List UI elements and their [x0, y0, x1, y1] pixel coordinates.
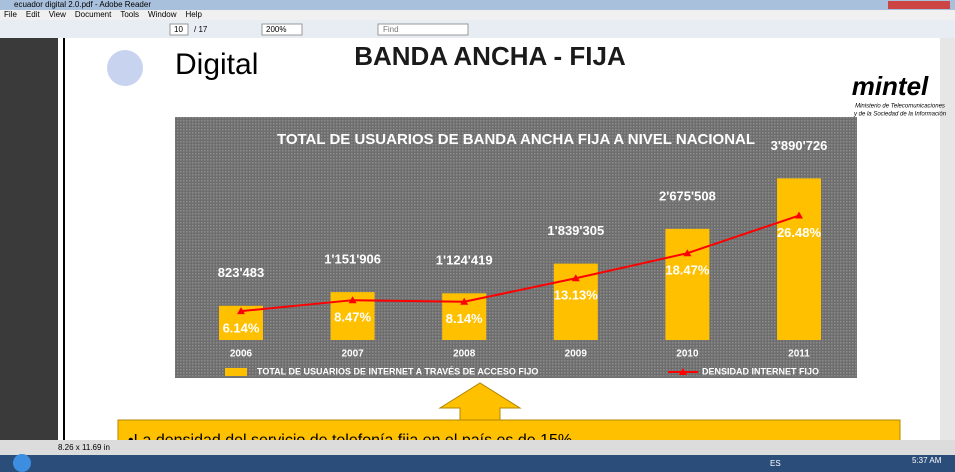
menu-item[interactable]: Tools	[120, 10, 139, 19]
start-button[interactable]	[13, 454, 31, 472]
window-controls[interactable]	[888, 1, 950, 9]
bar-label: 3'890'726	[771, 138, 828, 153]
line-label: 13.13%	[554, 288, 599, 303]
line-label: 8.14%	[446, 311, 483, 326]
x-tick-label: 2008	[453, 349, 476, 360]
brand: mintel	[852, 71, 929, 101]
line-label: 26.48%	[777, 225, 822, 240]
page: ecuador digital 2.0.pdf - Adobe Reader F…	[0, 0, 955, 472]
menu-item[interactable]: Edit	[26, 10, 41, 19]
logo-text: Digital	[175, 48, 258, 81]
legend-label: TOTAL DE USUARIOS DE INTERNET A TRAVÉS D…	[257, 366, 538, 376]
menu-item[interactable]: Window	[148, 10, 177, 19]
legend-label: DENSIDAD INTERNET FIJO	[702, 366, 819, 376]
bar-label: 823'483	[218, 265, 264, 280]
toolbar	[0, 20, 955, 38]
heading: BANDA ANCHA - FIJA	[354, 41, 626, 71]
x-tick-label: 2006	[230, 349, 253, 360]
page-count: / 17	[194, 25, 208, 34]
menu-bar	[0, 10, 955, 20]
scrollbar[interactable]	[940, 38, 955, 440]
window-title: ecuador digital 2.0.pdf - Adobe Reader	[14, 0, 151, 9]
bar-label: 1'124'419	[436, 253, 493, 268]
find: Find	[383, 25, 399, 34]
line-label: 6.14%	[223, 321, 260, 336]
status-bar	[0, 440, 955, 455]
chart-title: TOTAL DE USUARIOS DE BANDA ANCHA FIJA A …	[277, 131, 755, 148]
menu-item[interactable]: Document	[75, 10, 112, 19]
page-number: 10	[174, 25, 183, 34]
chart-area	[175, 117, 857, 378]
brand-line: y de la Sociedad de la Información	[853, 112, 947, 118]
side-panel	[0, 38, 58, 440]
screen: ecuador digital 2.0.pdf - Adobe Reader F…	[0, 0, 955, 472]
x-tick-label: 2007	[341, 349, 364, 360]
x-tick-label: 2011	[788, 349, 810, 360]
x-tick-label: 2010	[676, 349, 699, 360]
menu-item[interactable]: Help	[186, 10, 203, 19]
clock: 5:37 AM	[912, 456, 942, 465]
x-tick-label: 2009	[565, 349, 588, 360]
line-label: 8.47%	[334, 310, 371, 325]
menu-item[interactable]: View	[49, 10, 66, 19]
bar-label: 2'675'508	[659, 188, 716, 203]
language: ES	[770, 459, 781, 468]
bar	[665, 229, 709, 340]
page-size: 8.26 x 11.69 in	[58, 443, 110, 452]
zoom: 200%	[266, 25, 286, 34]
bar-label: 1'151'906	[324, 252, 381, 267]
menu-item[interactable]: File	[4, 10, 17, 19]
logo-mark	[107, 50, 143, 86]
line-label: 18.47%	[665, 263, 710, 278]
bar-label: 1'839'305	[547, 223, 604, 238]
legend-swatch	[225, 368, 247, 376]
brand-line: Ministerio de Telecomunicaciones	[855, 104, 945, 110]
taskbar	[0, 455, 955, 472]
bar	[777, 178, 821, 340]
